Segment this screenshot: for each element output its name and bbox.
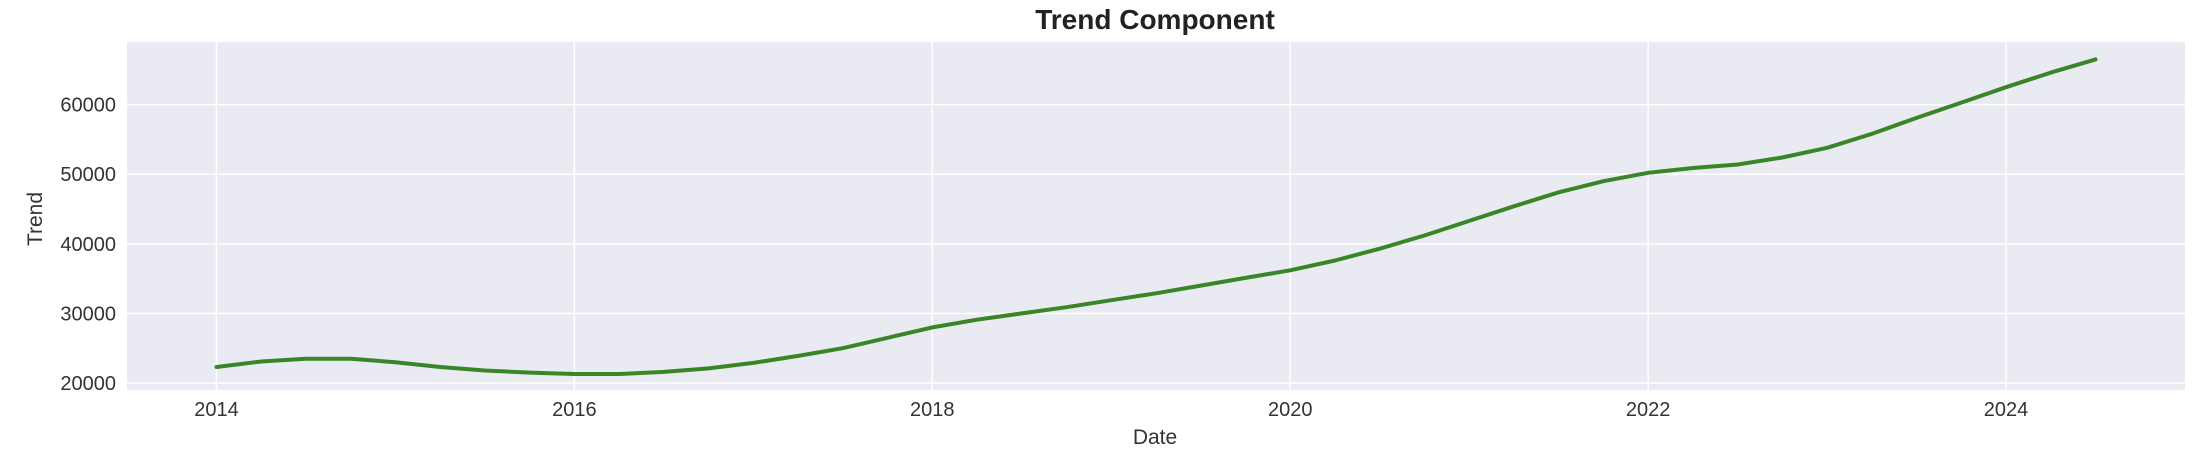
y-axis-ticks: 20000 30000 40000 50000 60000 <box>60 95 116 395</box>
x-tick-label: 2022 <box>1626 399 1671 421</box>
y-tick-label: 50000 <box>60 164 116 186</box>
trend-series-line <box>214 57 2098 376</box>
y-tick-label: 30000 <box>60 303 116 325</box>
y-axis-label: Trend <box>24 192 47 246</box>
x-tick-label: 2018 <box>910 399 955 421</box>
y-tick-label: 60000 <box>60 95 116 117</box>
x-tick-label: 2020 <box>1268 399 1313 421</box>
y-tick-label: 20000 <box>60 373 116 395</box>
x-tick-label: 2024 <box>1984 399 2029 421</box>
x-axis-label: Date <box>1133 426 1177 449</box>
y-tick-label: 40000 <box>60 234 116 256</box>
x-axis-ticks: 2014 2016 2018 2020 2022 2024 <box>194 399 2028 421</box>
grid-lines <box>127 42 2185 390</box>
chart-title: Trend Component <box>1035 4 1275 35</box>
plot-area <box>127 42 2185 390</box>
x-tick-label: 2016 <box>552 399 597 421</box>
series-group <box>214 57 2098 376</box>
x-tick-label: 2014 <box>194 399 239 421</box>
